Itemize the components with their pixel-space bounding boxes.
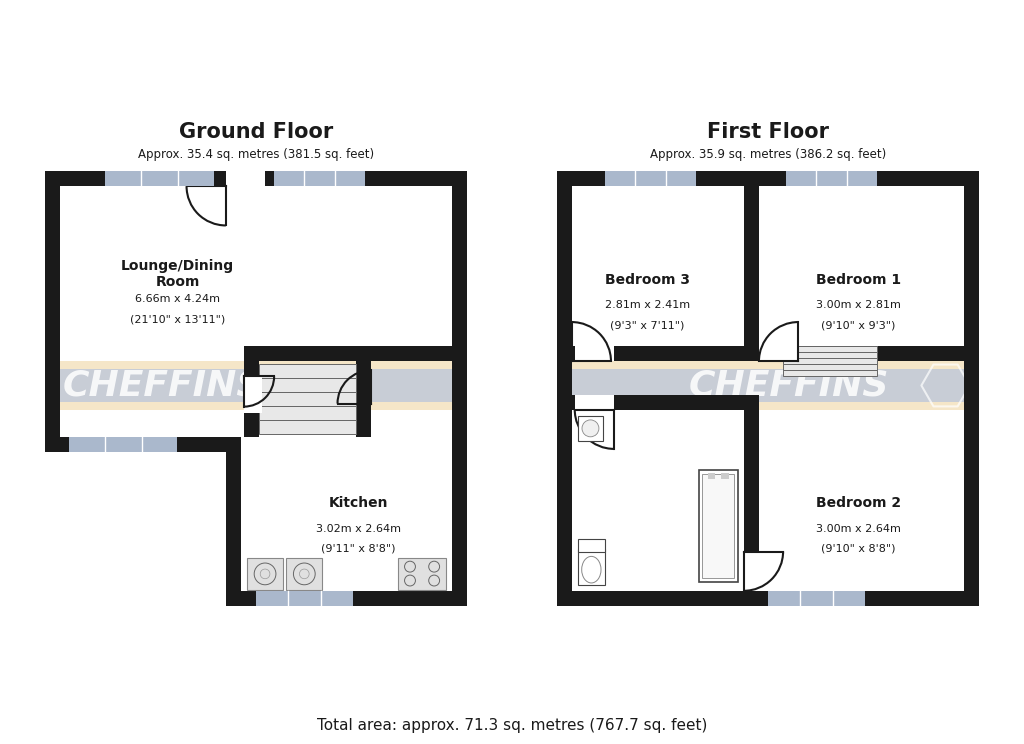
Bar xyxy=(708,473,715,479)
Bar xyxy=(571,394,759,410)
Bar xyxy=(578,548,605,585)
Bar xyxy=(69,437,177,452)
Bar xyxy=(571,186,965,591)
Bar xyxy=(743,551,759,591)
Bar xyxy=(45,368,467,403)
Bar xyxy=(274,171,365,186)
Text: 6.66m x 4.24m: 6.66m x 4.24m xyxy=(135,294,220,304)
Text: Total area: approx. 71.3 sq. metres (767.7 sq. feet): Total area: approx. 71.3 sq. metres (767… xyxy=(316,718,708,733)
Bar xyxy=(244,376,262,413)
Bar xyxy=(286,558,323,589)
Ellipse shape xyxy=(582,420,599,437)
Bar xyxy=(259,365,355,378)
Bar xyxy=(877,346,892,362)
Bar xyxy=(45,171,59,452)
Bar xyxy=(965,171,979,606)
Bar xyxy=(453,171,467,606)
Bar xyxy=(557,591,979,606)
Text: Kitchen: Kitchen xyxy=(329,496,388,510)
Bar xyxy=(45,437,241,452)
Bar xyxy=(698,470,738,582)
Bar xyxy=(743,186,759,362)
Text: (9'10" x 8'8"): (9'10" x 8'8") xyxy=(821,544,896,554)
Text: (21'10" x 13'11"): (21'10" x 13'11") xyxy=(130,314,225,324)
Text: Bedroom 3: Bedroom 3 xyxy=(605,273,690,286)
Bar xyxy=(226,591,467,606)
Text: Approx. 35.4 sq. metres (381.5 sq. feet): Approx. 35.4 sq. metres (381.5 sq. feet) xyxy=(138,148,374,161)
Bar xyxy=(786,171,877,186)
Text: (9'3" x 7'11"): (9'3" x 7'11") xyxy=(610,320,684,330)
Text: 3.02m x 2.64m: 3.02m x 2.64m xyxy=(316,524,401,533)
Bar xyxy=(557,171,979,186)
Bar xyxy=(371,346,453,362)
Bar xyxy=(557,368,979,403)
Ellipse shape xyxy=(582,557,601,583)
Bar xyxy=(783,352,877,359)
Text: Approx. 35.9 sq. metres (386.2 sq. feet): Approx. 35.9 sq. metres (386.2 sq. feet) xyxy=(650,148,886,161)
Bar xyxy=(768,346,892,362)
Bar xyxy=(241,452,453,591)
Text: Ground Floor: Ground Floor xyxy=(179,122,333,142)
Bar xyxy=(783,346,877,352)
Bar xyxy=(578,539,605,551)
Bar xyxy=(45,362,467,410)
Text: Bedroom 2: Bedroom 2 xyxy=(816,496,901,510)
Bar xyxy=(259,420,355,434)
Bar xyxy=(759,346,965,362)
Bar xyxy=(722,473,729,479)
Bar xyxy=(355,346,371,437)
Text: 2.81m x 2.41m: 2.81m x 2.41m xyxy=(604,300,690,310)
Bar xyxy=(702,474,734,578)
Text: 3.00m x 2.64m: 3.00m x 2.64m xyxy=(816,524,901,533)
Text: First Floor: First Floor xyxy=(707,122,829,142)
Bar xyxy=(574,394,614,410)
Bar xyxy=(768,591,864,606)
Text: Bedroom 1: Bedroom 1 xyxy=(816,273,901,286)
Bar xyxy=(105,171,214,186)
Bar xyxy=(574,346,614,362)
Bar xyxy=(557,362,979,410)
Bar xyxy=(571,346,743,362)
Bar xyxy=(256,591,352,606)
Text: (9'10" x 9'3"): (9'10" x 9'3") xyxy=(821,320,896,330)
Text: (9'11" x 8'8"): (9'11" x 8'8") xyxy=(322,544,396,554)
Bar xyxy=(244,346,371,362)
Bar xyxy=(759,346,798,362)
Text: Lounge/Dining
Room: Lounge/Dining Room xyxy=(121,259,234,289)
Text: CHEFFINS: CHEFFINS xyxy=(689,368,889,403)
Bar xyxy=(605,171,695,186)
Bar xyxy=(45,171,467,186)
Text: 3.00m x 2.81m: 3.00m x 2.81m xyxy=(816,300,901,310)
Bar xyxy=(783,359,877,365)
Bar xyxy=(398,558,446,589)
Text: CHEFFINS: CHEFFINS xyxy=(62,368,263,403)
Bar xyxy=(743,394,759,591)
Bar xyxy=(783,371,877,376)
Bar xyxy=(259,392,355,406)
Bar xyxy=(557,171,571,606)
Bar xyxy=(226,171,265,186)
Bar xyxy=(259,406,355,420)
Bar xyxy=(768,346,892,362)
Bar xyxy=(247,558,284,589)
Bar xyxy=(783,365,877,371)
Bar xyxy=(226,437,241,606)
Bar xyxy=(259,378,355,392)
Bar xyxy=(578,416,603,441)
Bar xyxy=(244,362,259,437)
Bar xyxy=(59,186,453,452)
